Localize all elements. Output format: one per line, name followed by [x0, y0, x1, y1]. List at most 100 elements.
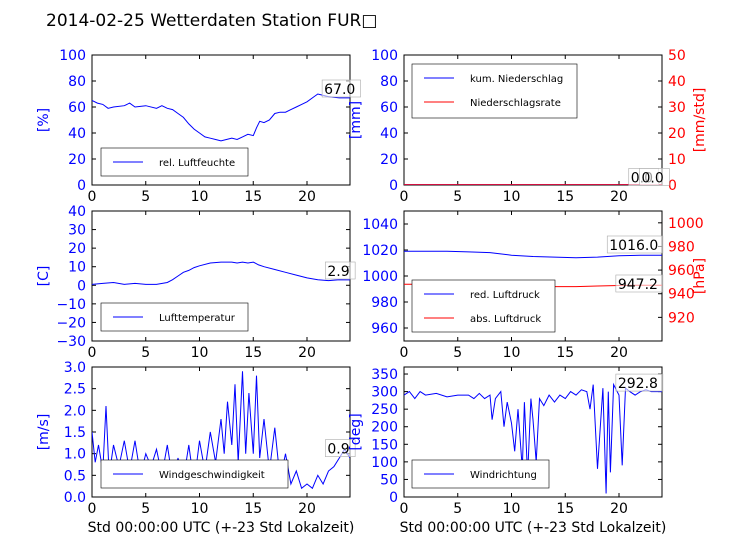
x-tick-label: 20 [610, 189, 628, 205]
legend-entry: abs. Luftdruck [470, 314, 541, 325]
y-tick-label: 1000 [362, 269, 398, 285]
legend-entry: Windrichtung [470, 470, 537, 481]
legend-box [411, 63, 578, 119]
legend-entry: Niederschlagsrate [470, 98, 561, 109]
y-right-tick-label: 30 [668, 100, 686, 116]
x-tick-label: 5 [141, 501, 150, 517]
y-tick-label: 0 [389, 178, 398, 194]
panel-wind-speed: 0 5 10 15 20 0.0 0.5 1.0 1.5 2.0 2.5 3.0 [m/s] Std 00… [36, 360, 356, 536]
x-tick-label: 10 [503, 189, 521, 205]
x-tick-label: 10 [503, 501, 521, 517]
x-axis-label: Std 00:00:00 UTC (+-23 Std Lokalzeit) [400, 520, 667, 536]
y-tick-label: −30 [56, 334, 86, 350]
y-tick-label: 1020 [362, 243, 398, 259]
legend-entry: rel. Luftfeuchte [159, 158, 235, 169]
y-axis-label: [deg] [348, 413, 364, 450]
x-tick-label: 15 [244, 189, 262, 205]
y-tick-label: 1.0 [64, 447, 86, 463]
y-tick-label: 40 [68, 204, 86, 220]
legend-entry: kum. Niederschlag [470, 74, 563, 85]
y-tick-label: −20 [56, 315, 86, 331]
y-right-axis-label: [hPa] [692, 258, 708, 294]
y-tick-label: 0 [77, 178, 86, 194]
y-axis-label: [mm] [348, 101, 364, 139]
series-line-windrichtung [404, 382, 662, 494]
x-tick-label: 15 [244, 345, 262, 361]
x-tick-label: 10 [191, 345, 209, 361]
y-right-tick-label: 50 [668, 48, 686, 64]
value-annotation: 67.0 [324, 82, 355, 98]
y-tick-label: 2.5 [64, 382, 86, 398]
axes-frame [91, 54, 351, 186]
value-annotation-box [325, 439, 356, 457]
y-right-tick-label: 40 [668, 74, 686, 90]
y-tick-label: 0 [77, 278, 86, 294]
value-annotation-box [321, 79, 361, 98]
y-right-tick-label: 10 [668, 152, 686, 168]
y-tick-label: 20 [68, 152, 86, 168]
x-tick-label: 5 [453, 189, 462, 205]
y-tick-label: 100 [371, 455, 398, 471]
y-tick-label: 0.0 [64, 490, 86, 506]
value-annotation-box [606, 235, 664, 254]
y-tick-label: 60 [380, 100, 398, 116]
y-tick-label: 3.0 [64, 360, 86, 376]
value-annotation-box [325, 261, 356, 280]
x-tick-label: 0 [400, 501, 409, 517]
value-annotation: 947.2 [618, 277, 658, 293]
y-tick-label: 300 [371, 385, 398, 401]
value-annotation: 1016.0 [609, 238, 658, 254]
x-tick-label: 20 [610, 345, 628, 361]
x-tick-label: 20 [610, 501, 628, 517]
y-tick-label: 20 [380, 152, 398, 168]
panel-humidity: 0 5 10 15 20 0 20 40 60 80 100 [%] rel. Luftfeuchte 6… [36, 48, 361, 205]
y-tick-label: 20 [68, 241, 86, 257]
y-right-tick-label: 0 [668, 178, 677, 194]
y-tick-label: 0.5 [64, 468, 86, 484]
value-annotation: 0.0 [642, 170, 664, 186]
y-tick-label: 0 [389, 490, 398, 506]
x-tick-label: 15 [556, 189, 574, 205]
legend-entry: red. Luftdruck [470, 290, 540, 301]
legend-entry: Lufttemperatur [159, 313, 236, 324]
y-right-axis-label: [mm/std] [692, 88, 708, 153]
y-tick-label: 2.0 [64, 403, 86, 419]
x-axis-label: Std 00:00:00 UTC (+-23 Std Lokalzeit) [88, 520, 355, 536]
value-annotation-box [615, 274, 664, 293]
value-annotation: 2.9 [327, 264, 349, 280]
y-tick-label: 40 [68, 126, 86, 142]
y-tick-label: 80 [380, 74, 398, 90]
y-axis-label: [m/s] [36, 414, 52, 451]
y-tick-label: 40 [380, 126, 398, 142]
legend-box [411, 279, 556, 333]
panel-precipitation: 0 5 10 15 20 0 20 40 60 80 100 0 10 20 30 40 50 [mm] [mm/s… [348, 48, 708, 205]
y-tick-label: 50 [380, 472, 398, 488]
value-annotation-box [615, 373, 664, 392]
x-tick-label: 10 [191, 501, 209, 517]
y-tick-label: 1040 [362, 217, 398, 233]
x-tick-label: 20 [298, 189, 316, 205]
x-tick-label: 5 [141, 189, 150, 205]
y-right-tick-label: 960 [668, 263, 695, 279]
value-annotation: 292.8 [618, 376, 658, 392]
series-line-lufttemperatur [92, 261, 350, 285]
x-tick-label: 10 [503, 345, 521, 361]
legend-entry: Windgeschwindigkeit [159, 470, 265, 481]
x-tick-label: 20 [298, 345, 316, 361]
y-tick-label: 980 [371, 295, 398, 311]
y-tick-label: 1.5 [64, 425, 86, 441]
y-tick-label: 200 [371, 420, 398, 436]
figure-title: 2014-02-25 Wetterdaten Station FUR□ [46, 11, 377, 31]
y-tick-label: 100 [371, 48, 398, 64]
x-tick-label: 20 [298, 501, 316, 517]
y-tick-label: 350 [371, 367, 398, 383]
y-axis-label: [C] [36, 266, 52, 287]
x-tick-label: 15 [556, 501, 574, 517]
panel-pressure: 0 5 10 15 20 960 980 1000 1020 1040 920 940 960 980 10… [362, 210, 708, 361]
x-tick-label: 5 [141, 345, 150, 361]
y-tick-label: 150 [371, 437, 398, 453]
y-right-tick-label: 1000 [668, 216, 704, 232]
x-tick-label: 15 [556, 345, 574, 361]
